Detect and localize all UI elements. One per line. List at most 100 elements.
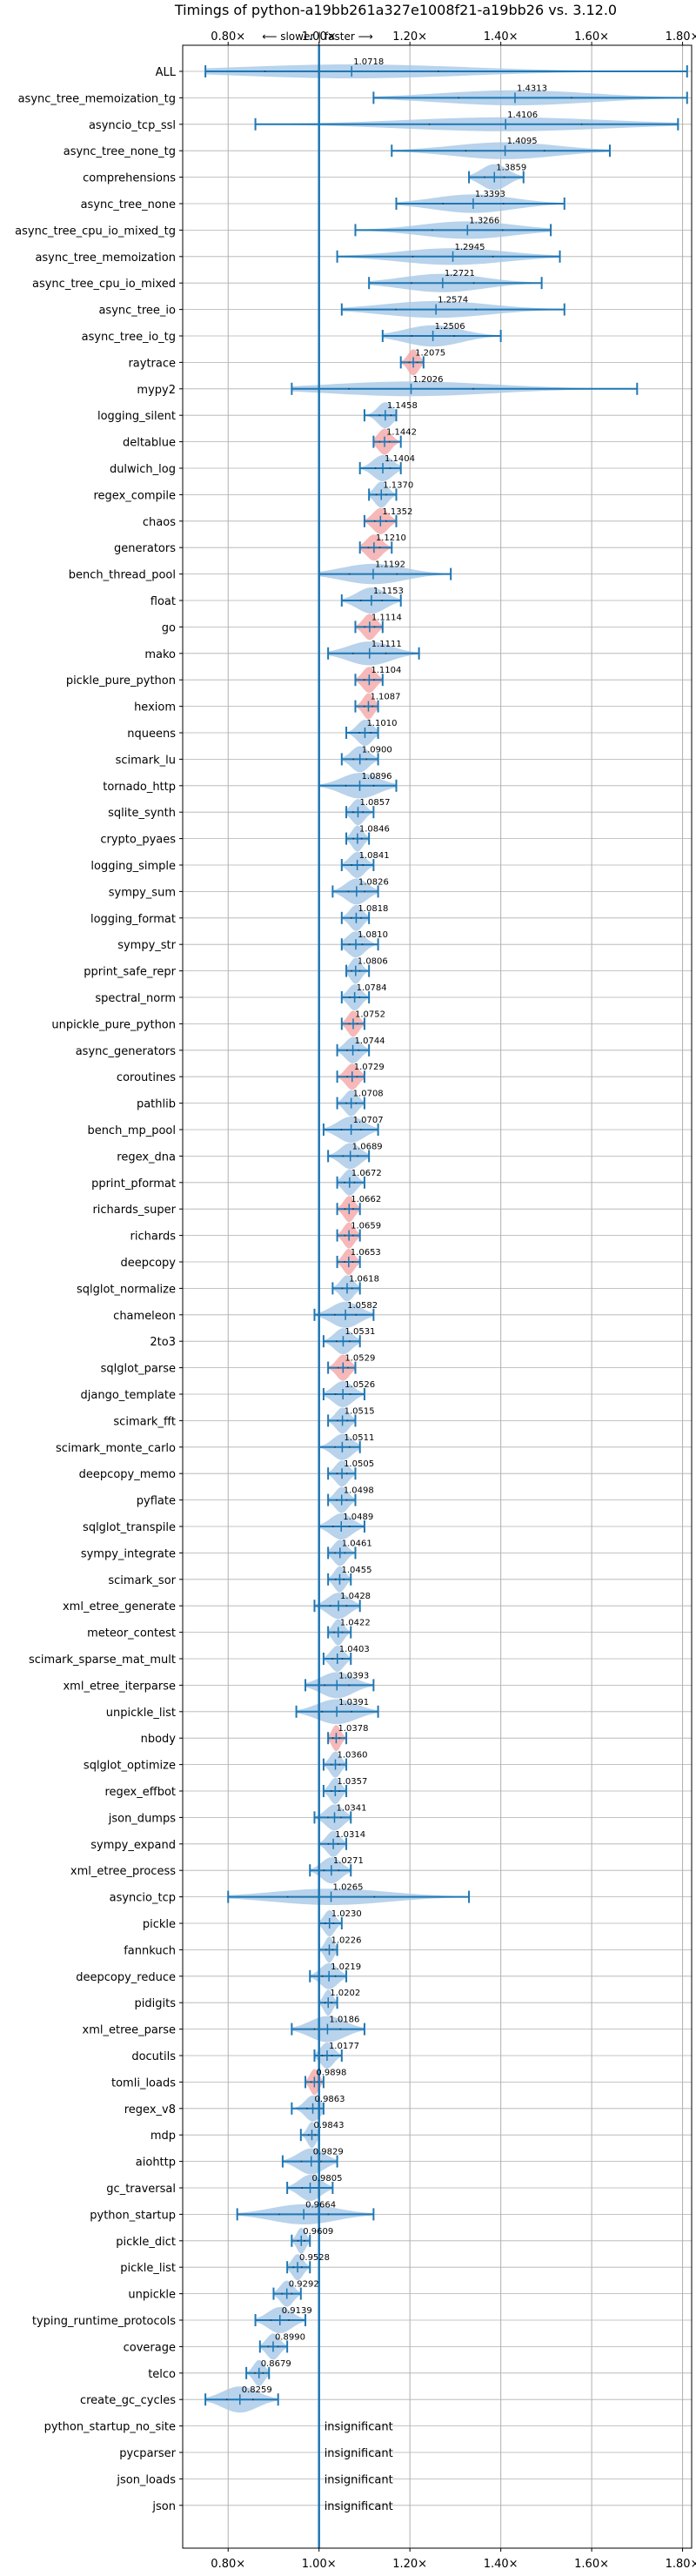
- benchmark-label: pathlib: [137, 1098, 176, 1111]
- benchmark-label: raytrace: [128, 357, 176, 370]
- benchmark-label: sympy_sum: [109, 886, 176, 899]
- value-label: 1.0265: [333, 1883, 364, 1893]
- quartile-dot: [465, 150, 467, 152]
- benchmark-label: generators: [114, 542, 176, 555]
- quartile-dot: [331, 2002, 332, 2004]
- value-label: 1.0393: [338, 1671, 369, 1680]
- quartile-dot: [372, 784, 375, 787]
- quartile-dot: [352, 758, 355, 761]
- benchmark-label: docutils: [131, 2050, 176, 2063]
- chart-title: Timings of python-a19bb261a327e1008f21-a…: [174, 2, 617, 18]
- quartile-dot: [297, 2239, 299, 2242]
- quartile-dot: [453, 335, 455, 337]
- quartile-dot: [345, 1472, 348, 1475]
- value-label: 1.0707: [353, 1116, 384, 1125]
- quartile-dot: [358, 732, 360, 734]
- quartile-dot: [385, 520, 387, 522]
- quartile-dot: [360, 916, 362, 919]
- quartile-dot: [338, 1763, 341, 1766]
- quartile-dot: [351, 969, 352, 972]
- quartile-dot: [358, 1049, 360, 1051]
- quartile-dot: [472, 387, 474, 390]
- quartile-dot: [337, 1419, 338, 1422]
- quartile-dot: [341, 1631, 344, 1633]
- quartile-dot: [351, 811, 354, 814]
- quartile-dot: [334, 1446, 336, 1448]
- value-label: 1.0729: [354, 1063, 385, 1072]
- value-label: 0.9898: [316, 2068, 346, 2077]
- quartile-dot: [385, 652, 387, 654]
- benchmark-label: deepcopy: [120, 1257, 176, 1270]
- value-label: 0.9863: [315, 2095, 345, 2104]
- benchmark-label: sqlglot_transpile: [83, 1521, 176, 1534]
- quartile-dot: [373, 626, 376, 628]
- quartile-dot: [337, 1842, 339, 1845]
- quartile-dot: [442, 203, 445, 205]
- x-tick-label-bottom: 1.40×: [484, 2558, 519, 2571]
- quartile-dot: [349, 996, 351, 998]
- quartile-dot: [345, 784, 347, 787]
- quartile-dot: [320, 2160, 322, 2163]
- benchmark-label: aiohttp: [136, 2157, 176, 2170]
- quartile-dot: [472, 282, 475, 285]
- value-label: 1.1210: [376, 533, 406, 543]
- benchmark-label: logging_simple: [90, 860, 176, 873]
- quartile-dot: [347, 1366, 349, 1369]
- direction-label: ⟵ slower | faster ⟶: [262, 30, 373, 43]
- insignificant-label: insignificant: [325, 2473, 393, 2486]
- quartile-dot: [344, 1181, 346, 1184]
- benchmark-label: sqlglot_normalize: [77, 1283, 176, 1296]
- value-label: 1.0360: [338, 1751, 368, 1761]
- benchmark-label: pickle: [143, 1918, 176, 1931]
- quartile-dot: [543, 150, 545, 152]
- benchmark-label: sqlglot_parse: [101, 1363, 176, 1376]
- value-label: 1.0818: [358, 904, 388, 914]
- value-label: 1.2721: [445, 269, 475, 278]
- value-label: 1.0752: [355, 1010, 385, 1019]
- benchmark-label: tomli_loads: [111, 2076, 176, 2090]
- benchmark-label: coverage: [124, 2341, 176, 2354]
- quartile-dot: [338, 1869, 340, 1872]
- x-tick-label-bottom: 1.00×: [302, 2558, 337, 2571]
- value-label: 1.0378: [338, 1724, 368, 1734]
- benchmark-label: regex_effbot: [104, 1786, 176, 1799]
- quartile-dot: [364, 626, 366, 628]
- benchmark-label: sqlite_synth: [108, 807, 176, 820]
- benchmark-label: richards_super: [92, 1204, 176, 1217]
- x-tick-label-top: 1.00×: [302, 30, 337, 44]
- label-layer: 0.80× 0.80× 1.00× 1.00× 1.20× 1.20× 1.40× 1.40×…: [15, 30, 696, 2571]
- benchmark-label: asyncio_tcp: [110, 1892, 176, 1905]
- quartile-dot: [416, 361, 418, 364]
- value-label: 0.9805: [312, 2174, 343, 2184]
- quartile-dot: [411, 282, 412, 285]
- quartile-dot: [327, 1816, 329, 1819]
- quartile-dot: [310, 2081, 312, 2083]
- benchmark-label: async_tree_memoization: [35, 252, 176, 265]
- benchmark-label: nbody: [141, 1733, 177, 1746]
- quartile-dot: [475, 308, 478, 311]
- quartile-dot: [300, 2160, 303, 2163]
- benchmark-label: coroutines: [117, 1071, 176, 1084]
- benchmark-label: async_tree_none: [81, 198, 176, 211]
- benchmark-label: asyncio_tcp_ssl: [89, 119, 176, 132]
- quartile-dot: [321, 1975, 324, 1977]
- quartile-dot: [378, 414, 381, 417]
- quartile-dot: [348, 1526, 351, 1527]
- benchmark-label: chameleon: [113, 1310, 176, 1323]
- benchmark-label: mypy2: [137, 384, 176, 397]
- benchmark-label: sympy_integrate: [81, 1547, 176, 1560]
- benchmark-label: meteor_contest: [87, 1627, 176, 1640]
- value-label: 1.4313: [517, 84, 547, 93]
- quartile-dot: [288, 2319, 290, 2321]
- benchmark-label: deepcopy_memo: [79, 1468, 176, 1481]
- value-label: 1.2026: [413, 375, 444, 385]
- quartile-dot: [396, 573, 398, 575]
- benchmark-label: scimark_sparse_mat_mult: [29, 1654, 176, 1667]
- value-label: 1.0784: [357, 983, 387, 993]
- value-label: 1.0202: [330, 1989, 360, 1998]
- benchmark-label: python_startup: [90, 2209, 176, 2222]
- value-label: 1.1442: [386, 428, 417, 438]
- benchmark-label: bench_mp_pool: [87, 1124, 176, 1137]
- quartile-dot: [323, 1869, 325, 1872]
